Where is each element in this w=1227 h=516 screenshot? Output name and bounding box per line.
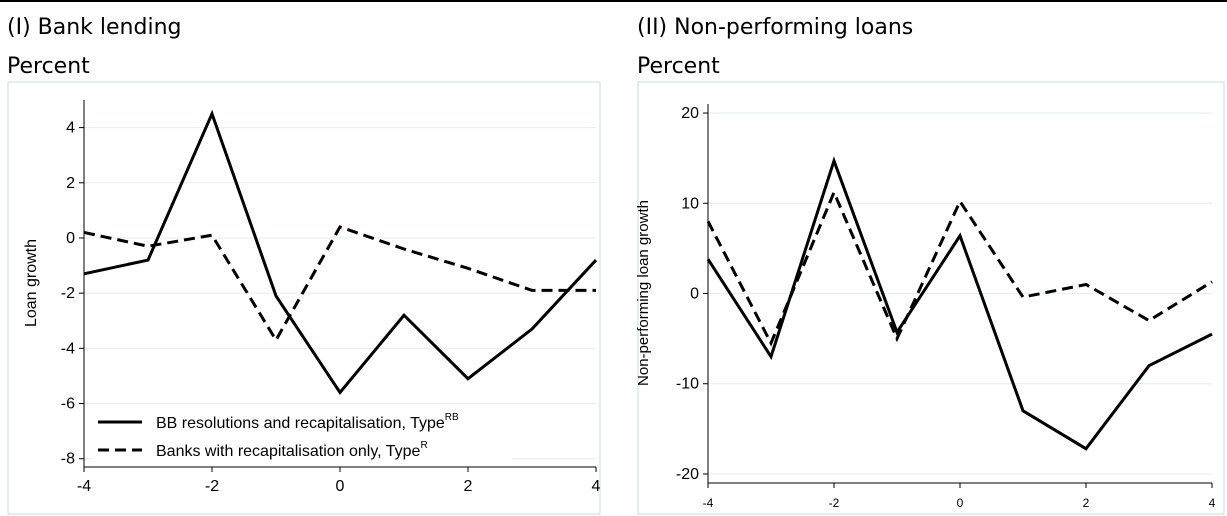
legend-label-1: BB resolutions and recapitalisation, Typ… — [156, 412, 459, 432]
panel-2-unit: Percent — [637, 54, 720, 79]
panel-2-title: (II) Non-performing loans — [637, 15, 914, 40]
y-tick-label: -2 — [61, 285, 75, 302]
y-tick-label: 20 — [681, 105, 699, 122]
x-tick-label: 4 — [1209, 496, 1216, 510]
y-tick-label: 4 — [66, 120, 75, 137]
legend-label-2: Banks with recapitalisation only, TypeR — [156, 440, 428, 460]
panel-1-unit: Percent — [7, 54, 90, 79]
x-tick-label: -2 — [205, 478, 219, 495]
y-tick-label: -4 — [61, 340, 75, 357]
legend-label-superscript: R — [420, 440, 427, 451]
y-tick-label: 0 — [690, 286, 699, 303]
panel-1-title: (I) Bank lending — [7, 15, 182, 40]
x-tick-label: 2 — [464, 478, 473, 495]
y-tick-label: -8 — [61, 451, 75, 468]
y-tick-label: -20 — [676, 466, 699, 483]
legend-box — [92, 406, 512, 466]
y-axis-label: Loan growth — [23, 239, 40, 327]
y-axis-label: Non-performing loan growth — [635, 200, 652, 386]
panel-frame — [637, 81, 1225, 515]
series-line-2 — [706, 188, 1213, 347]
x-tick-label: 0 — [336, 478, 345, 495]
y-tick-label: 10 — [681, 195, 699, 212]
legend-label-superscript: RB — [445, 412, 459, 423]
y-tick-label: -10 — [676, 376, 699, 393]
x-tick-label: -2 — [829, 496, 840, 510]
series-line-2 — [83, 225, 596, 344]
series-line-1 — [83, 109, 598, 396]
y-tick-label: -6 — [61, 396, 75, 413]
x-tick-label: -4 — [703, 496, 714, 510]
x-tick-label: 0 — [957, 496, 964, 510]
x-tick-label: -4 — [77, 478, 91, 495]
top-rule — [0, 0, 1227, 2]
x-tick-label: 4 — [592, 478, 601, 495]
y-tick-label: 2 — [66, 175, 75, 192]
x-tick-label: 2 — [1083, 496, 1090, 510]
y-tick-label: 0 — [66, 230, 75, 247]
